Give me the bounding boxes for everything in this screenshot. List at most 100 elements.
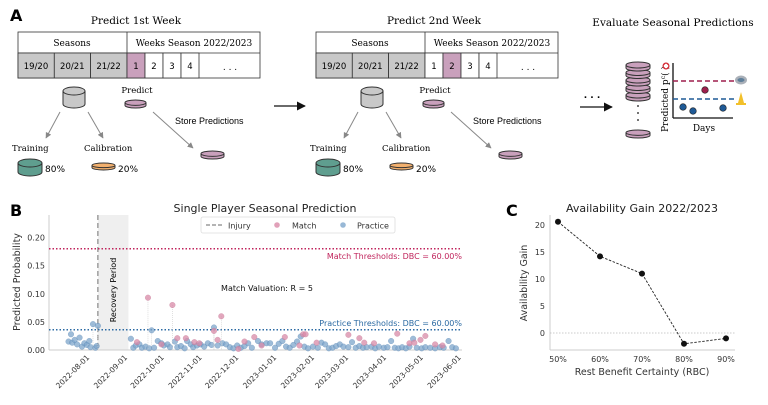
calibration-label: Calibration — [382, 144, 431, 154]
stored-prediction-icon — [200, 150, 225, 160]
training-cone-icon — [736, 92, 746, 105]
seasons-header: Seasons — [351, 39, 389, 49]
practice-point — [254, 338, 261, 345]
arrow-calibration — [87, 111, 104, 139]
training-data-icon — [315, 158, 341, 177]
practice-point — [166, 344, 173, 351]
practice-point — [94, 322, 101, 329]
stadium-icon — [735, 75, 747, 85]
panel-a-label: A — [10, 6, 23, 25]
panel-b-ylabel: Predicted Probability — [12, 233, 23, 331]
practice-point — [76, 334, 83, 341]
practice-point — [201, 343, 208, 350]
calibration-percent: 20% — [416, 165, 436, 175]
calibration-label: Calibration — [84, 144, 133, 154]
practice-point — [86, 338, 93, 345]
predict-step-1: Predict 1st Week Seasons Weeks Season 2022… — [12, 15, 261, 177]
recovery-period-band — [97, 215, 129, 350]
cylinder-top — [422, 99, 445, 106]
recovery-period-label: Recovery Period — [109, 258, 118, 323]
cylinder-top — [625, 61, 651, 69]
y-tick-label: 0.00 — [27, 346, 45, 355]
match-point — [422, 332, 429, 339]
season-cell — [17, 52, 55, 79]
gain-point — [639, 270, 645, 277]
week-label: 3 — [467, 62, 472, 72]
match-point — [432, 341, 439, 348]
match-point — [158, 341, 165, 348]
x-tick-label: 2022-09-01 — [92, 353, 129, 390]
training-percent: 80% — [343, 165, 363, 175]
y-tick-label: 0.05 — [27, 318, 45, 327]
practice-point — [445, 338, 452, 345]
cylinder-top — [17, 158, 43, 168]
x-tick-label: 2023-02-01 — [279, 353, 316, 390]
annotation: Match Valuation: R = 5 — [221, 284, 313, 293]
stack-dot — [637, 105, 639, 107]
cylinder-top — [389, 162, 414, 169]
y-tick-label: 0 — [540, 329, 545, 338]
match-point — [361, 339, 368, 346]
arrow-store — [152, 111, 194, 149]
week-label: 2 — [151, 62, 156, 72]
x-tick-label: 2022-10-01 — [129, 353, 166, 390]
practice-point — [151, 344, 158, 351]
practice-point — [67, 331, 74, 338]
season-label: 21/22 — [394, 62, 419, 72]
training-label: Training — [12, 144, 49, 154]
x-tick-label: 2023-04-01 — [351, 353, 388, 390]
calibration-data-icon — [389, 162, 414, 171]
cylinder-top — [360, 86, 384, 96]
practice-point — [349, 339, 356, 346]
week-label: 4 — [485, 62, 490, 72]
match-point — [214, 336, 221, 343]
x-tick-label: 50% — [549, 355, 567, 364]
season-cell — [351, 52, 389, 79]
cylinder-top — [62, 86, 86, 96]
match-point — [258, 342, 265, 349]
ellipsis: . . . — [521, 63, 535, 73]
practice-point — [272, 344, 279, 351]
ellipsis: . . . — [223, 63, 237, 73]
match-point — [313, 339, 320, 346]
y-tick-label: 0.20 — [27, 234, 45, 243]
arrow-store — [450, 111, 492, 149]
predict-step-2: Predict 2nd Week Seasons Weeks Season 2022… — [310, 15, 559, 177]
season-cell — [53, 52, 91, 79]
legend: Injury Match Practice — [200, 216, 396, 234]
week-cell — [180, 52, 200, 79]
y-tick-label: 0.10 — [27, 290, 45, 299]
match-point — [235, 345, 242, 352]
weeks-header: Weeks Season 2022/2023 — [434, 39, 551, 49]
store-predictions-label: Store Predictions — [473, 116, 542, 126]
match-point — [144, 294, 151, 301]
practice-point — [208, 341, 215, 348]
arrow-training — [343, 111, 359, 139]
panel-b-title: Single Player Seasonal Prediction — [174, 202, 357, 215]
season-cell — [90, 52, 128, 79]
match-point — [394, 330, 401, 337]
panel-c-title: Availability Gain 2022/2023 — [566, 202, 718, 215]
gain-point — [723, 335, 729, 342]
x-tick-label: 2023-01-01 — [241, 353, 278, 390]
training-label: Training — [310, 144, 347, 154]
cylinder-top — [200, 150, 225, 157]
practice-point — [127, 335, 134, 342]
mini-point — [689, 107, 697, 115]
cylinder-top — [498, 150, 523, 157]
practice-point — [375, 343, 382, 350]
calibration-percent: 20% — [118, 165, 138, 175]
x-tick-label: 2023-03-01 — [313, 353, 350, 390]
medical-cross-icon — [662, 62, 670, 70]
training-data-icon — [17, 158, 43, 177]
practice-point — [384, 344, 391, 351]
database-icon — [360, 86, 384, 109]
y-tick-label: 20 — [535, 221, 545, 230]
week-label: 1 — [133, 62, 138, 72]
match-point — [182, 335, 189, 342]
practice-point — [322, 341, 329, 348]
cylinder-top — [124, 99, 147, 106]
panel-c-ylabel: Availability Gain — [519, 245, 530, 322]
x-tick-label: 2022-08-01 — [54, 353, 91, 390]
